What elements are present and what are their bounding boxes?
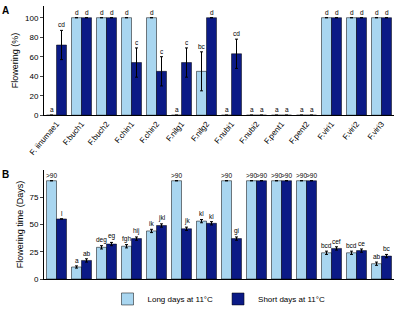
svg-text:fgh: fgh	[122, 235, 131, 243]
svg-text:kl: kl	[209, 213, 214, 220]
svg-text:>90: >90	[256, 172, 267, 179]
svg-text:40: 40	[29, 72, 38, 81]
svg-text:20: 20	[29, 92, 38, 101]
svg-text:jkl: jkl	[158, 214, 166, 222]
svg-text:a: a	[310, 106, 314, 113]
svg-text:25: 25	[29, 248, 38, 257]
svg-text:bcd: bcd	[321, 242, 332, 249]
svg-text:>90: >90	[306, 172, 317, 179]
svg-text:d: d	[350, 9, 354, 16]
svg-text:a: a	[175, 106, 179, 113]
svg-text:Long days at 11°C: Long days at 11°C	[148, 295, 214, 304]
svg-text:80: 80	[29, 33, 38, 42]
svg-text:ik: ik	[149, 220, 154, 227]
svg-text:l: l	[61, 210, 63, 217]
svg-text:jk: jk	[184, 217, 190, 225]
svg-text:0: 0	[34, 111, 39, 120]
svg-text:ab: ab	[83, 250, 91, 257]
svg-text:d: d	[375, 9, 379, 16]
svg-text:d: d	[85, 9, 89, 16]
svg-text:d: d	[325, 9, 329, 16]
svg-text:bc: bc	[383, 245, 391, 252]
svg-text:F.nubi1: F.nubi1	[213, 119, 237, 145]
svg-text:F.buch2: F.buch2	[86, 119, 111, 147]
svg-text:60: 60	[29, 53, 38, 62]
svg-text:0: 0	[34, 275, 39, 284]
svg-text:d: d	[125, 9, 129, 16]
svg-text:Flowering time (Days): Flowering time (Days)	[15, 181, 25, 269]
svg-text:>90: >90	[271, 172, 282, 179]
svg-text:d: d	[100, 9, 104, 16]
svg-text:Short days at 11°C: Short days at 11°C	[258, 295, 325, 304]
svg-text:a: a	[275, 106, 279, 113]
svg-text:F.viri3: F.viri3	[366, 119, 387, 141]
svg-text:bc: bc	[198, 43, 206, 50]
svg-text:a: a	[225, 106, 229, 113]
svg-text:>90: >90	[296, 172, 307, 179]
svg-text:c: c	[160, 48, 164, 55]
svg-text:F.chin2: F.chin2	[138, 119, 162, 145]
svg-text:>90: >90	[221, 172, 232, 179]
svg-text:d: d	[360, 9, 364, 16]
svg-text:deg: deg	[96, 236, 107, 244]
svg-text:>90: >90	[281, 172, 292, 179]
svg-text:a: a	[300, 106, 304, 113]
svg-text:F.nubi2: F.nubi2	[238, 119, 262, 145]
svg-text:>90: >90	[246, 172, 257, 179]
svg-text:F.viri2: F.viri2	[341, 119, 362, 141]
svg-text:F.pent1: F.pent1	[262, 119, 286, 145]
svg-text:hij: hij	[133, 227, 140, 235]
svg-text:ab: ab	[373, 253, 381, 260]
svg-text:cd: cd	[58, 21, 65, 28]
svg-text:F.nilg2: F.nilg2	[189, 119, 211, 143]
svg-text:c: c	[135, 39, 139, 46]
svg-text:75: 75	[29, 193, 38, 202]
svg-text:d: d	[75, 9, 79, 16]
svg-text:eg: eg	[108, 232, 116, 240]
svg-text:F.viri1: F.viri1	[316, 119, 337, 141]
svg-text:d: d	[110, 9, 114, 16]
svg-text:F.buch1: F.buch1	[61, 119, 86, 147]
svg-text:cef: cef	[332, 238, 341, 245]
svg-text:50: 50	[29, 220, 38, 229]
svg-text:bcd: bcd	[346, 242, 357, 249]
svg-text:>90: >90	[46, 172, 57, 179]
svg-text:a: a	[285, 106, 289, 113]
svg-text:a: a	[250, 106, 254, 113]
svg-text:a: a	[260, 106, 264, 113]
svg-text:d: d	[210, 9, 214, 16]
svg-text:F. iinumae1: F. iinumae1	[28, 119, 62, 157]
svg-text:Flowering (%): Flowering (%)	[10, 33, 20, 89]
svg-text:F.pent2: F.pent2	[287, 119, 311, 145]
svg-text:gi: gi	[234, 227, 239, 235]
svg-text:c: c	[185, 39, 189, 46]
svg-text:ce: ce	[358, 240, 365, 247]
svg-text:d: d	[335, 9, 339, 16]
svg-text:F.chin1: F.chin1	[113, 119, 137, 145]
svg-text:a: a	[50, 106, 54, 113]
svg-text:>90: >90	[171, 172, 182, 179]
svg-text:F.nilg1: F.nilg1	[164, 119, 186, 143]
svg-text:100: 100	[25, 14, 39, 23]
svg-text:d: d	[150, 9, 154, 16]
svg-text:d: d	[385, 9, 389, 16]
svg-text:cd: cd	[233, 30, 240, 37]
svg-text:kl: kl	[199, 210, 204, 217]
svg-text:B: B	[2, 169, 9, 180]
svg-text:a: a	[75, 257, 79, 264]
svg-text:A: A	[2, 5, 9, 16]
